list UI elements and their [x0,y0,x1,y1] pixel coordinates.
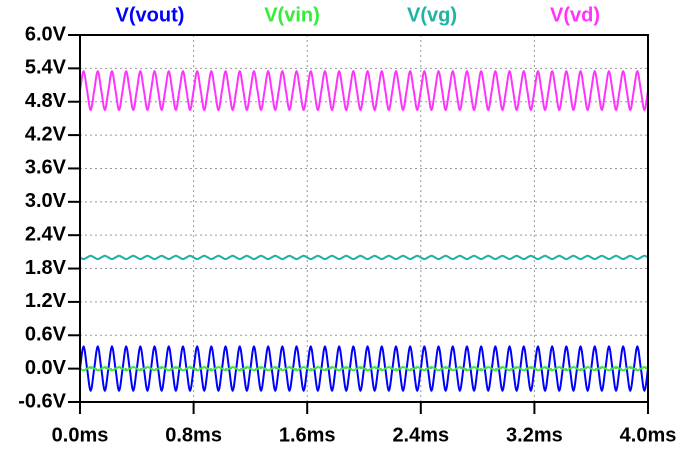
x-tick-label: 1.6ms [279,424,336,446]
y-tick-label: 3.6V [25,157,67,179]
legend-label: V(vd) [550,4,600,26]
series-line [79,70,649,112]
y-tick-label: 4.8V [25,90,67,112]
y-tick-label: 5.4V [25,57,67,79]
y-tick-label: 0.6V [25,324,67,346]
legend-label: V(vin) [264,4,320,26]
y-tick-label: 0.0V [25,357,67,379]
x-tick-label: 0.8ms [165,424,222,446]
x-tick-label: 0.0ms [52,424,109,446]
x-tick-label: 3.2ms [506,424,563,446]
y-tick-label: 1.2V [25,290,67,312]
y-tick-label: -0.6V [18,390,66,412]
x-tick-label: 4.0ms [620,424,677,446]
y-tick-label: 1.8V [25,257,67,279]
y-tick-label: 3.0V [25,190,67,212]
legend-label: V(vg) [407,4,457,26]
plot-frame [79,34,649,403]
y-tick-label: 6.0V [25,23,67,45]
y-tick-label: 2.4V [25,223,67,245]
legend-label: V(vout) [116,4,185,26]
series-line [79,254,649,261]
x-tick-label: 2.4ms [392,424,449,446]
series-line [79,365,649,372]
y-tick-label: 4.2V [25,123,67,145]
